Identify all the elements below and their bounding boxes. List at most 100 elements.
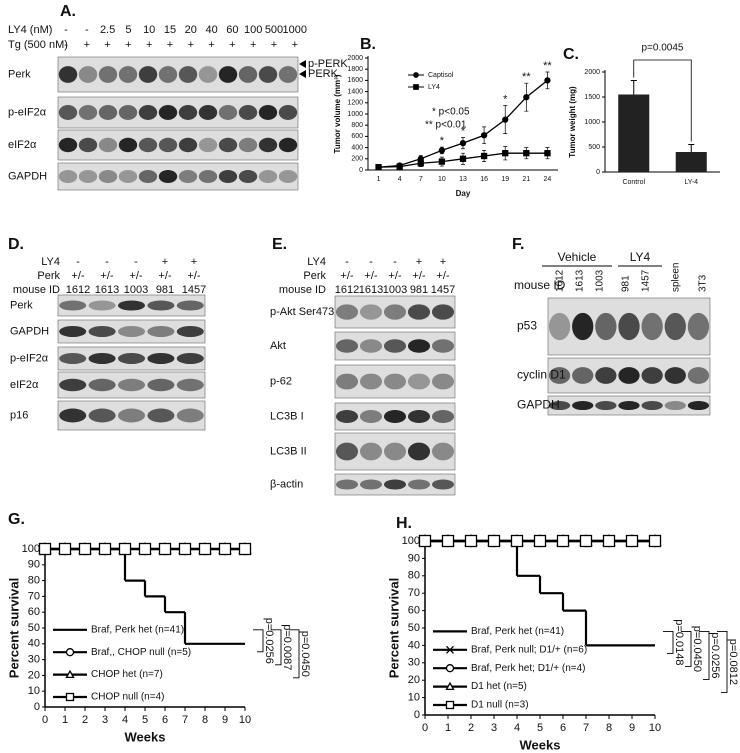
blot-band (138, 137, 158, 153)
blot-band (572, 367, 594, 384)
blot-band (664, 367, 686, 384)
blot-band (335, 373, 359, 390)
blot-band (548, 367, 571, 384)
blot-band (359, 479, 383, 490)
lane-value: 1613 (359, 284, 383, 296)
x-axis-title: Day (456, 189, 471, 198)
blot-band (238, 105, 258, 120)
y-tick-label: 70 (28, 590, 40, 602)
x-tick-label: 10 (438, 176, 446, 183)
blot-label: eIF2α (10, 379, 39, 391)
lane-value: - (345, 256, 349, 268)
blot-band (118, 105, 138, 120)
lane-value: 1457 (182, 284, 206, 296)
lane-value: 981 (621, 275, 632, 292)
blot-band (58, 66, 78, 83)
lane-value: + (250, 39, 256, 51)
lane-value: +/- (129, 270, 142, 282)
lane-value: 1612 (555, 269, 566, 292)
x-tick-label: Control (622, 179, 645, 186)
blot-band (258, 170, 278, 183)
blot-band (158, 170, 178, 183)
blot-band (431, 304, 455, 320)
lane-value: 1613 (95, 284, 119, 296)
blot-band (383, 479, 407, 490)
blot-band (383, 373, 407, 390)
x-axis-title: Weeks (125, 729, 166, 744)
blot-strip (57, 56, 299, 93)
blot-band (98, 105, 118, 120)
y-tick-label: 50 (408, 622, 420, 634)
x-tick-label: 2 (468, 722, 474, 734)
blot-band (138, 170, 158, 183)
point (544, 150, 551, 157)
x-tick-label: LY-4 (684, 179, 698, 186)
y-tick-label: 100 (22, 543, 40, 555)
point (78, 542, 92, 556)
blot-band (147, 378, 175, 392)
significance-bracket (633, 59, 692, 142)
y-tick-label: 2000 (347, 55, 363, 62)
blot-label: LC3B I (270, 410, 304, 422)
y-tick-label: 0 (596, 169, 600, 176)
blot-band (59, 300, 87, 311)
lane-value: + (162, 256, 168, 268)
x-tick-label: 1 (445, 722, 451, 734)
p-value: p=0.0450 (691, 626, 703, 672)
legend-marker (413, 84, 419, 90)
significance-bracket (663, 630, 674, 654)
blot-band (88, 300, 116, 311)
blot-band (98, 137, 118, 153)
significance-bracket (681, 630, 692, 667)
lane-value: +/- (388, 270, 401, 282)
x-tick-label: 5 (537, 722, 543, 734)
lane-value: + (440, 256, 446, 268)
blot-band (238, 137, 258, 153)
blot-strip (334, 364, 456, 399)
y-tick-label: 70 (408, 587, 420, 599)
blot-band (78, 105, 98, 120)
point (523, 94, 530, 101)
blot-band (664, 400, 686, 411)
blot-band (176, 408, 204, 423)
blot-label: p53 (517, 319, 537, 333)
legend-label: D1 null (n=3) (471, 700, 529, 711)
panel-label: A. (60, 3, 76, 20)
y-tick-label: 1800 (347, 66, 363, 73)
x-tick-label: 0 (422, 722, 428, 734)
lane-value: + (188, 39, 194, 51)
blot-band (88, 352, 116, 365)
y-tick-label: 0 (359, 167, 363, 174)
y-tick-label: 10 (408, 692, 420, 704)
x-tick-label: 16 (480, 176, 488, 183)
blot-band (178, 66, 198, 83)
blot-band (595, 312, 617, 341)
blot-band (664, 312, 686, 341)
y-tick-label: 80 (408, 570, 420, 582)
blot-band (258, 66, 278, 83)
point (375, 164, 382, 171)
blot-label: p-Akt Ser473 (270, 306, 334, 318)
blot-band (178, 170, 198, 183)
x-tick-label: 24 (544, 176, 552, 183)
group-label: Vehicle (558, 250, 597, 264)
point (602, 534, 616, 548)
blot-band (431, 339, 455, 353)
lane-value: + (146, 39, 152, 51)
significance-bracket (271, 629, 282, 666)
group-label: LY4 (630, 250, 651, 264)
blot-band (118, 170, 138, 183)
significance-mark: ** (543, 60, 552, 72)
row-name: mouse ID (279, 284, 326, 296)
blot-band (359, 373, 383, 390)
significance-bracket (253, 629, 264, 653)
blot-band (98, 170, 118, 183)
lane-value: - (85, 24, 89, 36)
y-tick-label: 80 (28, 575, 40, 587)
point (480, 132, 488, 139)
lane-value: +/- (100, 270, 113, 282)
blot-label: eIF2α (8, 139, 37, 151)
p-value: p=0.0256 (263, 618, 275, 664)
panel-label: D. (8, 236, 24, 253)
significance-mark: * (461, 125, 466, 137)
